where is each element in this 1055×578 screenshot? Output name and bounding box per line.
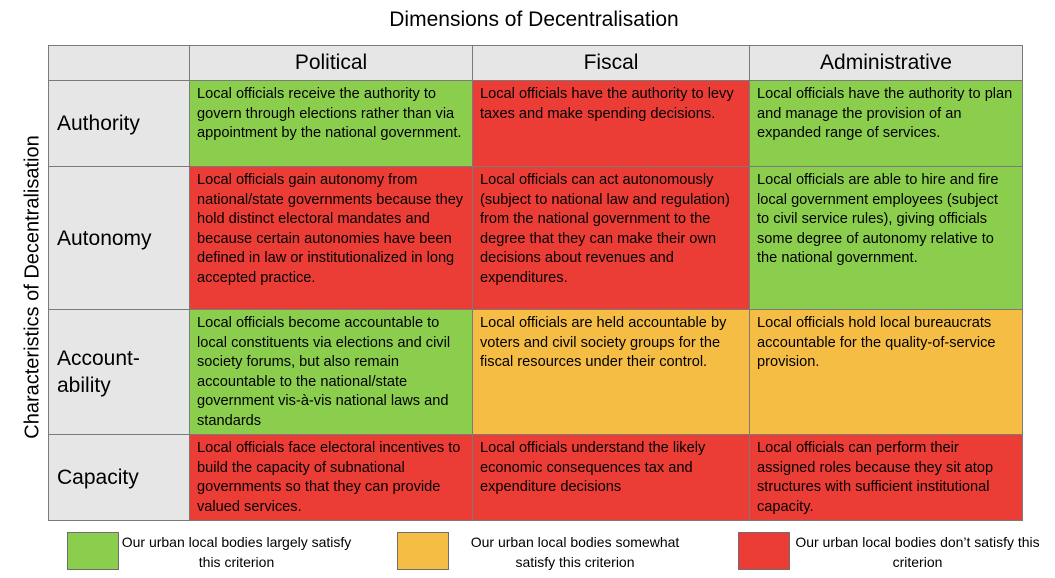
diagram-title: Dimensions of Decentralisation [389,8,679,31]
side-axis-label-text: Characteristics of Decentralisation [21,135,44,439]
cell-accountability-fiscal: Local officials are held accountable by … [472,309,750,435]
legend-text-dont: Our urban local bodies don’t satisfy thi… [795,534,1040,570]
cell-authority-fiscal: Local officials have the authority to le… [472,80,750,167]
legend-swatch-red [738,532,790,570]
cell-capacity-administrative: Local officials can perform their assign… [749,434,1023,521]
cell-accountability-political: Local officials become accountable to lo… [189,309,473,435]
row-header-accountability: Account-ability [57,347,140,397]
row-header-authority: Authority [48,80,190,167]
row-header-capacity: Capacity [48,434,190,521]
column-header-political: Political [189,45,473,81]
row-capacity: Capacity Local officials face electoral … [48,434,1023,521]
row-header-accountability-cell: Account-ability [48,309,190,435]
cell-accountability-administrative: Local officials hold local bureaucrats a… [749,309,1023,435]
decentralisation-matrix: Political Fiscal Administrative Authorit… [48,45,1023,521]
column-header-administrative: Administrative [749,45,1023,81]
column-header-fiscal: Fiscal [472,45,750,81]
row-autonomy: Autonomy Local officials gain autonomy f… [48,166,1023,310]
cell-autonomy-fiscal: Local officials can act autonomously (su… [472,166,750,310]
row-header-autonomy: Autonomy [48,166,190,310]
legend-swatch-amber [397,532,449,570]
legend-text-somewhat: Our urban local bodies somewhat satisfy … [470,534,680,570]
cell-autonomy-administrative: Local officials are able to hire and fir… [749,166,1023,310]
legend-text-largely: Our urban local bodies largely satisfy t… [121,534,352,570]
corner-cell [48,45,190,81]
cell-capacity-fiscal: Local officials understand the likely ec… [472,434,750,521]
row-accountability: Account-ability Local officials become a… [48,309,1023,435]
cell-authority-political: Local officials receive the authority to… [189,80,473,167]
header-row: Political Fiscal Administrative [48,45,1023,81]
cell-authority-administrative: Local officials have the authority to pl… [749,80,1023,167]
cell-autonomy-political: Local officials gain autonomy from natio… [189,166,473,310]
cell-capacity-political: Local officials face electoral incentive… [189,434,473,521]
row-authority: Authority Local officials receive the au… [48,80,1023,167]
legend-swatch-green [67,532,119,570]
